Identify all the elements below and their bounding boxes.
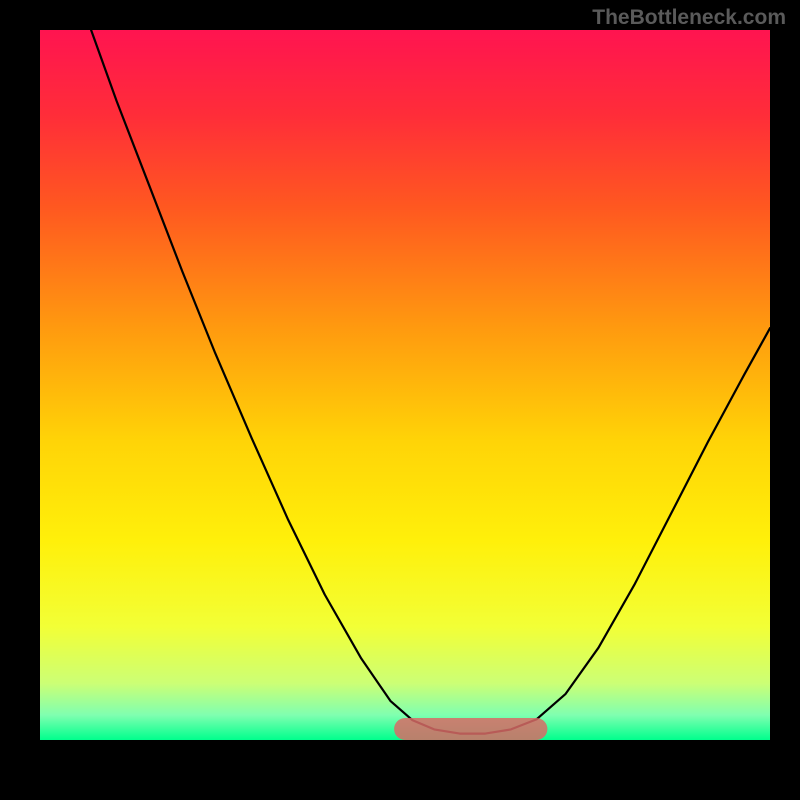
valley-highlight [394,718,547,740]
curve-layer [40,30,770,740]
plot-area [40,30,770,740]
watermark-text: TheBottleneck.com [592,6,786,30]
bottleneck-curve [91,30,770,734]
